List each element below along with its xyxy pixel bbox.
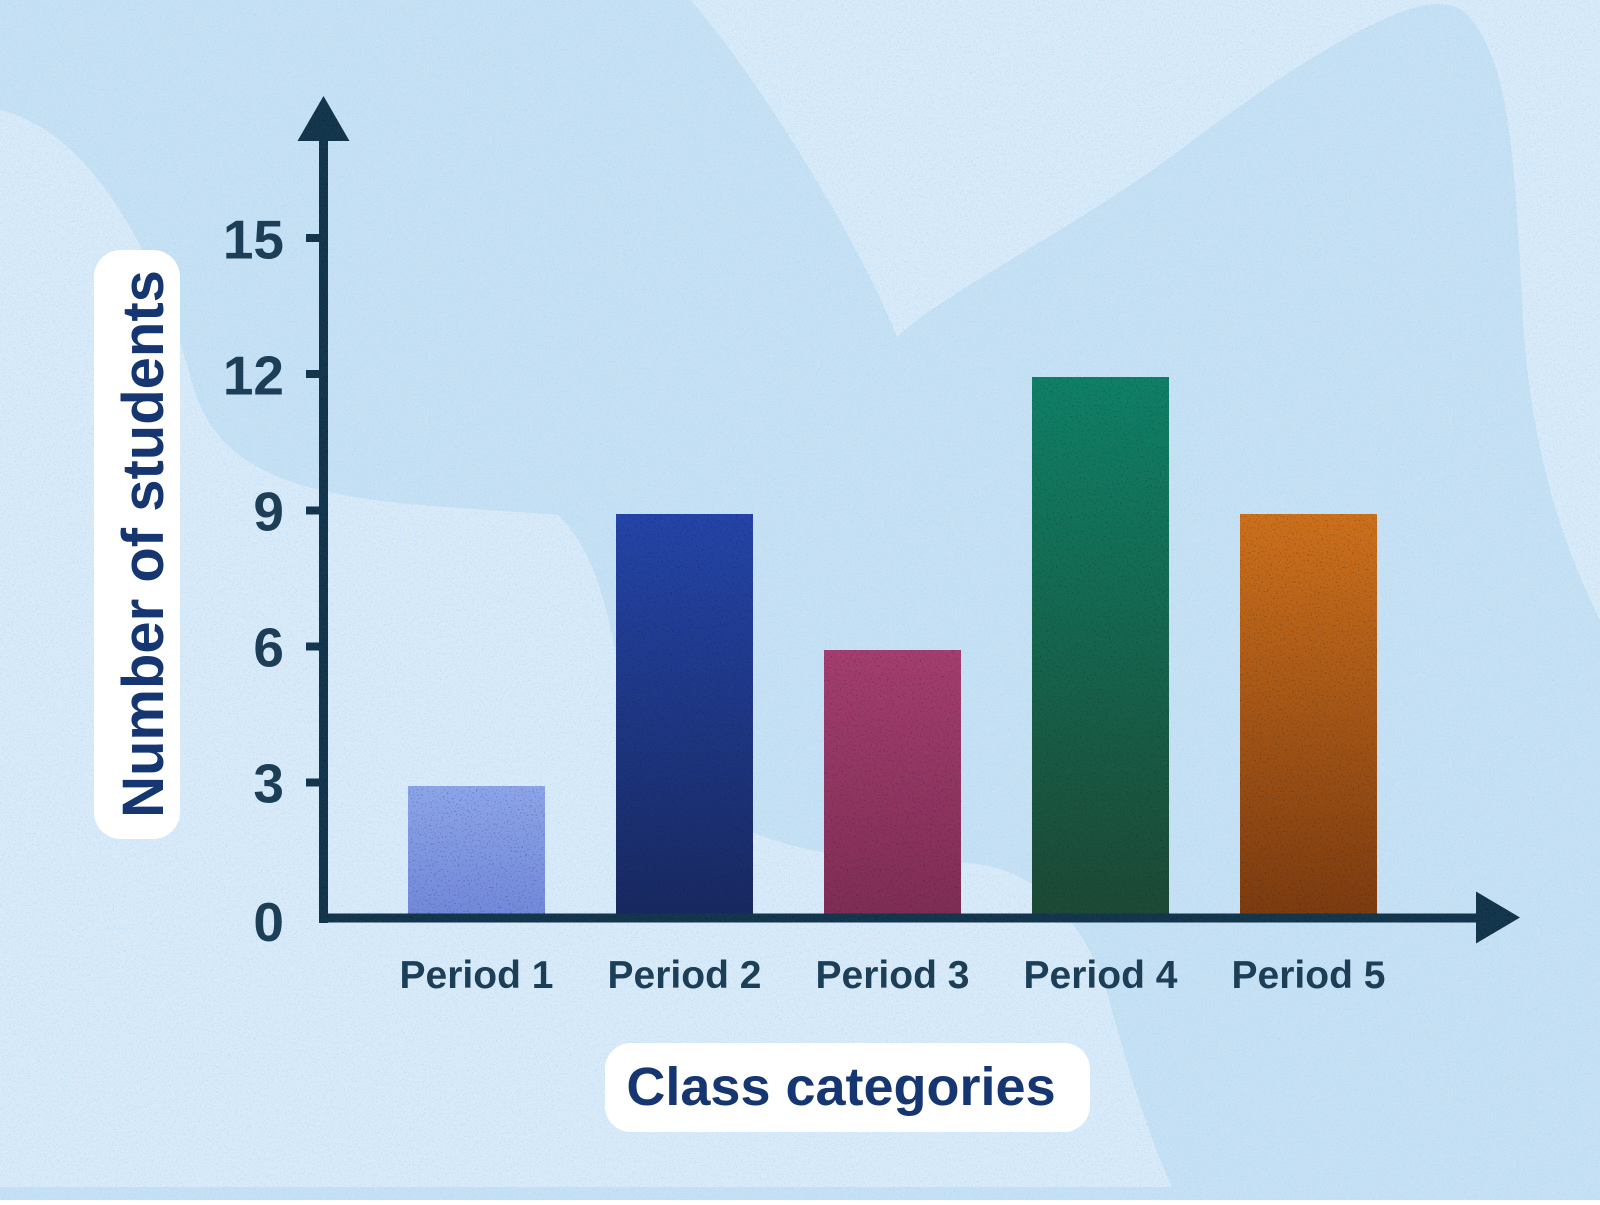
svg-text:6: 6 — [253, 617, 284, 679]
svg-text:Period 5: Period 5 — [1232, 954, 1386, 997]
svg-text:3: 3 — [253, 753, 284, 815]
svg-text:Period 2: Period 2 — [608, 954, 762, 997]
svg-text:Period 1: Period 1 — [400, 954, 554, 997]
svg-text:0: 0 — [253, 891, 284, 953]
svg-text:Number of students: Number of students — [111, 270, 176, 818]
svg-text:15: 15 — [223, 209, 284, 271]
svg-text:Class categories: Class categories — [626, 1057, 1055, 1117]
svg-text:Period 4: Period 4 — [1024, 954, 1178, 997]
svg-text:Period 3: Period 3 — [816, 954, 970, 997]
svg-text:12: 12 — [223, 345, 284, 407]
svg-text:9: 9 — [253, 481, 284, 543]
